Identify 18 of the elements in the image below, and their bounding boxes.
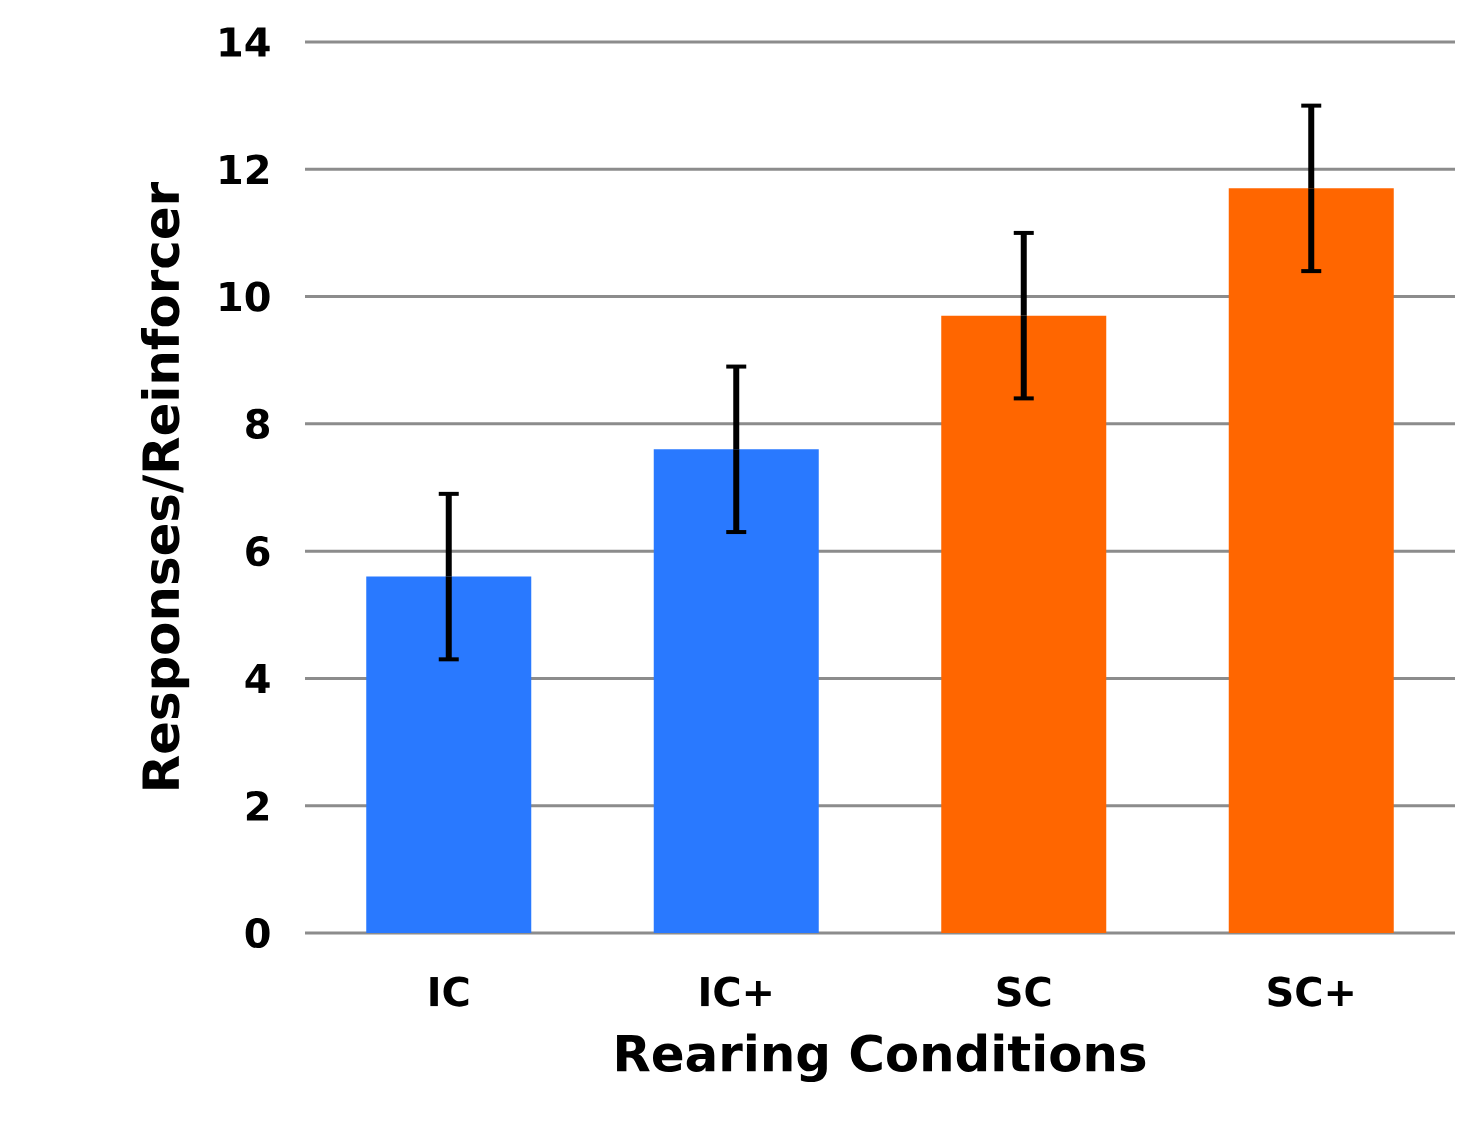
y-tick-label: 2 (246, 790, 269, 821)
bar (941, 315, 1107, 933)
y-tick-label: 0 (245, 917, 270, 949)
bar (1228, 188, 1394, 933)
y-axis-title: Responses/Reinforcer (140, 181, 190, 789)
y-tick-label: 8 (246, 408, 269, 439)
bar (366, 576, 532, 933)
y-tick-label: 4 (245, 663, 270, 693)
x-tick-label: SC (997, 976, 1051, 1007)
bar (653, 449, 819, 933)
x-tick-label: IC+ (701, 976, 771, 1007)
y-tick-label: 14 (220, 27, 270, 57)
y-tick-label: 6 (246, 536, 270, 567)
x-tick-label: IC (430, 976, 469, 1007)
y-tick-label: 10 (220, 281, 270, 312)
x-tick-label: SC+ (1268, 976, 1353, 1007)
x-axis-title: Rearing Conditions (617, 1033, 1146, 1083)
y-tick-label: 12 (220, 154, 269, 185)
